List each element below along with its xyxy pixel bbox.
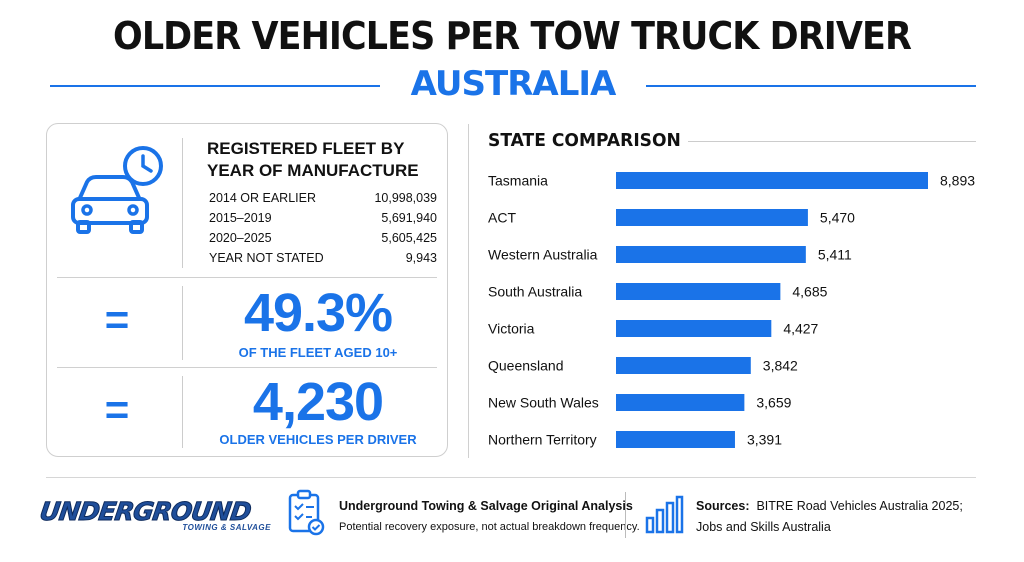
bar-value-label: 5,470 (820, 210, 855, 226)
footer-divider (46, 477, 976, 478)
aged-share-caption: OF THE FLEET AGED 10+ (238, 345, 398, 360)
bar (616, 246, 806, 263)
bar-value-label: 3,391 (747, 432, 782, 448)
fleet-row: YEAR NOT STATED 9,943 (209, 251, 437, 271)
fleet-title-line2: YEAR OF MANUFACTURE (207, 161, 419, 180)
equals-sign: = (104, 386, 130, 433)
bar (616, 394, 745, 411)
vehicles-per-driver-caption: OLDER VEHICLES PER DRIVER (219, 432, 417, 447)
subtitle-rule-left (50, 85, 380, 87)
fleet-row-label: 2014 OR EARLIER (209, 191, 316, 205)
category-label: Queensland (488, 358, 564, 374)
fleet-row-value: 5,691,940 (381, 211, 437, 225)
bar-value-label: 4,427 (783, 321, 818, 337)
aged-share-value: 49.3% (243, 283, 393, 343)
fleet-row-value: 10,998,039 (374, 191, 437, 205)
bar-value-label: 4,685 (792, 284, 827, 300)
vehicles-per-driver-value: 4,230 (252, 372, 384, 432)
fleet-divider-vertical (182, 138, 183, 268)
analysis-title: Underground Towing & Salvage Original An… (339, 499, 633, 513)
subtitle-row: AUSTRALIA (50, 64, 976, 108)
category-label: Western Australia (488, 247, 598, 263)
footer-separator (625, 492, 626, 538)
bar-value-label: 8,893 (940, 173, 975, 189)
fleet-row: 2014 OR EARLIER 10,998,039 (209, 191, 437, 211)
bar (616, 357, 751, 374)
section-divider (468, 124, 469, 458)
bar-value-label: 5,411 (818, 247, 852, 263)
sources-text-1: BITRE Road Vehicles Australia 2025; (756, 499, 963, 513)
subtitle-rule-right (646, 85, 976, 87)
stat-divider-vertical (182, 376, 183, 448)
stat-divider-horizontal (57, 367, 437, 368)
fleet-row-label: 2020–2025 (209, 231, 272, 245)
analysis-note: Potential recovery exposure, not actual … (339, 521, 640, 533)
stat-divider-vertical (182, 286, 183, 360)
category-label: Victoria (488, 321, 535, 337)
equals-sign: = (104, 296, 130, 343)
page-subtitle: AUSTRALIA (410, 64, 617, 104)
fleet-row-label: YEAR NOT STATED (209, 251, 324, 265)
bar-value-label: 3,659 (756, 395, 791, 411)
bar (616, 320, 772, 337)
bar-chart-icon (645, 495, 684, 534)
category-label: New South Wales (488, 395, 599, 411)
bar (616, 431, 735, 448)
fleet-row: 2015–2019 5,691,940 (209, 211, 437, 231)
bar (616, 283, 781, 300)
bar (616, 209, 808, 226)
fleet-divider-horizontal (57, 277, 437, 278)
sources-line-1: Sources: BITRE Road Vehicles Australia 2… (696, 499, 963, 513)
chart-title: STATE COMPARISON (488, 130, 681, 151)
bar-value-label: 3,842 (763, 358, 798, 374)
company-logo: UNDERGROUND TOWING & SALVAGE (37, 497, 275, 537)
fleet-row: 2020–2025 5,605,425 (209, 231, 437, 251)
fleet-title-line1: REGISTERED FLEET BY (207, 139, 405, 158)
category-label: South Australia (488, 284, 582, 300)
fleet-title: REGISTERED FLEET BY YEAR OF MANUFACTURE (207, 138, 419, 182)
state-bar-chart: Tasmania 8,893 ACT 5,470 Western Australia 5,… (488, 172, 975, 448)
logo-wordmark: UNDERGROUND (37, 497, 253, 527)
fleet-row-value: 9,943 (405, 251, 437, 265)
chart-title-rule (688, 141, 976, 142)
logo-tagline: TOWING & SALVAGE (182, 523, 271, 532)
sources-label: Sources: (696, 499, 750, 513)
car-clock-icon (71, 146, 163, 234)
page-title: OLDER VEHICLES PER TOW TRUCK DRIVER (113, 14, 912, 58)
category-label: ACT (488, 210, 516, 226)
fleet-row-label: 2015–2019 (209, 211, 272, 225)
bar (616, 172, 928, 189)
fleet-row-value: 5,605,425 (381, 231, 437, 245)
category-label: Northern Territory (488, 432, 597, 448)
clipboard-check-icon (288, 489, 325, 536)
fleet-card: REGISTERED FLEET BY YEAR OF MANUFACTURE … (46, 123, 448, 457)
sources-line-2: Jobs and Skills Australia (696, 520, 831, 534)
category-label: Tasmania (488, 173, 548, 189)
